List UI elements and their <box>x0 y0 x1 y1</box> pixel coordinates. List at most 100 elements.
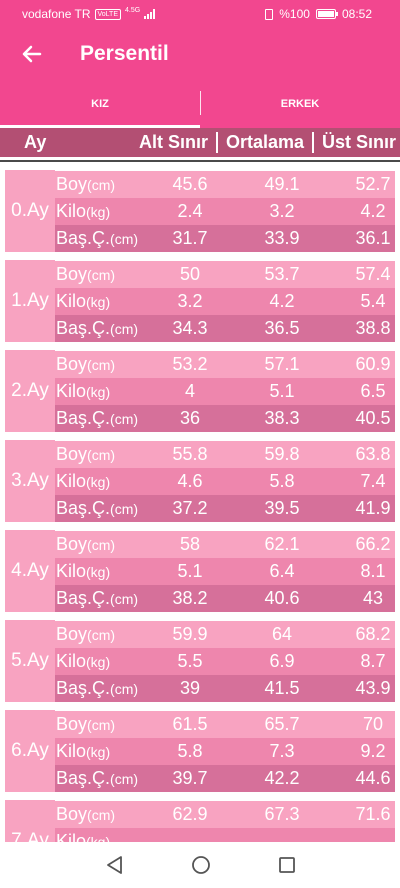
metric-row: Baş.Ç.(cm) 31.7 33.9 36.1 <box>55 225 395 252</box>
value-cell: 60.9 <box>355 354 391 374</box>
metric-label: Boy(cm) <box>56 354 115 375</box>
header-divider <box>0 160 400 162</box>
metric-label: Baş.Ç.(cm) <box>56 588 138 609</box>
month-label: 4.Ay <box>5 530 55 612</box>
header-separator <box>312 132 314 153</box>
month-label: 2.Ay <box>5 350 55 432</box>
value-cell: 31.7 <box>172 228 208 248</box>
metric-name: Boy <box>56 624 88 644</box>
metric-unit: (cm) <box>87 267 116 283</box>
value-cell: 36.1 <box>355 228 391 248</box>
metric-unit: (kg) <box>86 834 111 842</box>
value-cell: 43.9 <box>355 678 391 698</box>
metric-unit: (cm) <box>110 681 139 697</box>
metric-name: Baş.Ç. <box>56 228 111 248</box>
month-card: 2.Ay Boy(cm) 53.2 57.1 60.9 Kilo(kg) 4 5.1 6.5 Ba… <box>5 350 395 432</box>
value-cell: 37.2 <box>172 498 208 518</box>
value-cell: 38.8 <box>355 318 391 338</box>
month-label: 6.Ay <box>5 710 55 792</box>
month-card: 5.Ay Boy(cm) 59.9 64 68.2 Kilo(kg) 5.5 6.9 8.7 Ba… <box>5 620 395 702</box>
tab-indicator <box>0 125 200 128</box>
metric-name: Kilo <box>56 291 87 311</box>
metric-unit: (cm) <box>87 177 116 193</box>
value-cell: 42.2 <box>264 768 300 788</box>
value-cell: 67.3 <box>264 804 300 824</box>
metric-row: Boy(cm) 50 53.7 57.4 <box>55 261 395 288</box>
metric-name: Boy <box>56 174 88 194</box>
gender-tabs: KIZ ERKEK <box>0 80 400 128</box>
value-cell: 41.9 <box>355 498 391 518</box>
metric-row: Boy(cm) 45.6 49.1 52.7 <box>55 171 395 198</box>
value-cell: 7.4 <box>360 471 386 491</box>
month-label: 3.Ay <box>5 440 55 522</box>
tab-erkek[interactable]: ERKEK <box>200 80 400 128</box>
month-card: 0.Ay Boy(cm) 45.6 49.1 52.7 Kilo(kg) 2.4 3.2 4.2… <box>5 170 395 252</box>
value-cell: 41.5 <box>264 678 300 698</box>
metric-row: Baş.Ç.(cm) 39.7 42.2 44.6 <box>55 765 395 792</box>
value-cell: 9.2 <box>360 741 386 761</box>
value-cell: 6.5 <box>360 381 386 401</box>
back-arrow-icon[interactable] <box>18 40 46 68</box>
metric-row: Baş.Ç.(cm) 34.3 36.5 38.8 <box>55 315 395 342</box>
value-cell: 58 <box>179 534 201 554</box>
metric-row: Kilo(kg) 4.6 5.8 7.4 <box>55 468 395 495</box>
header-lower: Alt Sınır <box>138 132 208 152</box>
tab-kiz-label: KIZ <box>91 98 109 110</box>
metric-label: Baş.Ç.(cm) <box>56 768 138 789</box>
metric-name: Boy <box>56 804 88 824</box>
metric-row: Boy(cm) 61.5 65.7 70 <box>55 711 395 738</box>
metric-unit: (cm) <box>87 807 116 823</box>
tab-kiz[interactable]: KIZ <box>0 80 200 128</box>
metric-unit: (kg) <box>86 384 111 400</box>
value-cell: 40.5 <box>355 408 391 428</box>
value-cell: 5.8 <box>177 741 203 761</box>
metric-row: Boy(cm) 62.9 67.3 71.6 <box>55 801 395 828</box>
value-cell: 62.9 <box>172 804 208 824</box>
metric-label: Boy(cm) <box>56 444 115 465</box>
metric-label: Kilo(kg) <box>56 651 110 672</box>
value-cell: 59.9 <box>172 624 208 644</box>
value-cell: 66.2 <box>355 534 391 554</box>
metric-label: Kilo(kg) <box>56 561 110 582</box>
metric-unit: (cm) <box>87 447 116 463</box>
month-card: 7.AyBoy(cm)62.967.371.6Kilo(kg)Baş.Ç.(cm… <box>5 800 395 842</box>
metric-name: Boy <box>56 444 88 464</box>
percentile-list[interactable]: 0.Ay Boy(cm) 45.6 49.1 52.7 Kilo(kg) 2.4 3.2 4.2… <box>0 162 400 842</box>
metric-name: Baş.Ç. <box>56 678 111 698</box>
value-cell: 5.4 <box>360 291 386 311</box>
metric-label: Boy(cm) <box>56 624 115 645</box>
metric-name: Kilo <box>56 381 87 401</box>
value-cell: 52.7 <box>355 174 391 194</box>
value-cell: 44.6 <box>355 768 391 788</box>
volte-badge: VoLTE <box>94 8 121 20</box>
metric-label: Boy(cm) <box>56 264 115 285</box>
value-cell: 5.8 <box>269 471 295 491</box>
nav-recent-icon[interactable] <box>276 854 298 876</box>
header-separator <box>216 132 218 153</box>
nav-back-icon[interactable] <box>104 854 126 876</box>
value-cell: 5.1 <box>269 381 295 401</box>
metric-name: Baş.Ç. <box>56 498 111 518</box>
month-card: 1.Ay Boy(cm) 50 53.7 57.4 Kilo(kg) 3.2 4.2 5.4 Ba… <box>5 260 395 342</box>
value-cell: 5.5 <box>177 651 203 671</box>
nav-home-icon[interactable] <box>190 854 212 876</box>
metric-row: Boy(cm) 58 62.1 66.2 <box>55 531 395 558</box>
metric-row: Boy(cm) 55.8 59.8 63.8 <box>55 441 395 468</box>
metric-unit: (cm) <box>87 717 116 733</box>
value-cell: 38.3 <box>264 408 300 428</box>
metric-name: Kilo <box>56 561 87 581</box>
metric-label: Baş.Ç.(cm) <box>56 678 138 699</box>
metric-row: Baş.Ç.(cm) 39 41.5 43.9 <box>55 675 395 702</box>
month-card: 6.Ay Boy(cm) 61.5 65.7 70 Kilo(kg) 5.8 7.3 9.2 Ba… <box>5 710 395 792</box>
metric-name: Baş.Ç. <box>56 588 111 608</box>
value-cell: 55.8 <box>172 444 208 464</box>
metric-label: Baş.Ç.(cm) <box>56 498 138 519</box>
value-cell: 68.2 <box>355 624 391 644</box>
month-label: 7.Ay <box>5 800 55 842</box>
metric-label: Kilo(kg) <box>56 201 110 222</box>
header-month: Ay <box>24 132 47 152</box>
metric-row: Kilo(kg) 5.8 7.3 9.2 <box>55 738 395 765</box>
value-cell: 53.2 <box>172 354 208 374</box>
metric-label: Kilo(kg) <box>56 741 110 762</box>
metric-unit: (cm) <box>110 591 139 607</box>
